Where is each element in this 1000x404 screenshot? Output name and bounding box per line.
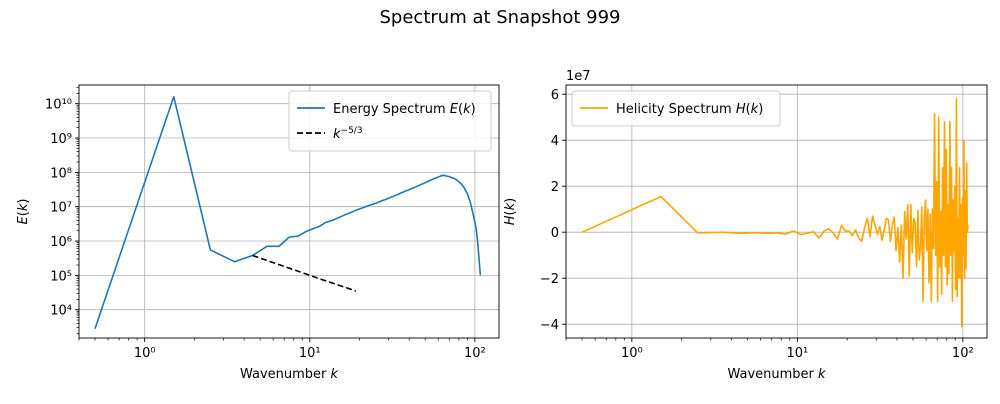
energy-axes-frame [78,84,500,339]
y-tick-label: 10⁴ [50,304,72,319]
legend-box [288,90,492,152]
y-tick-label: 10⁵ [50,269,72,284]
energy-series-group [94,95,482,329]
legend-box [571,90,781,127]
helicity-y-axis: −4 −2 0 2 4 6 [540,88,566,333]
y-tick-label: 6 [551,88,559,103]
energy-legend: Energy Spectrum E(k) k−5/3 [288,90,492,152]
energy-x-axis-label: Wavenumber k [240,367,339,382]
legend-label: Helicity Spectrum H(k) [616,102,763,117]
y-tick-label: 10⁷ [50,201,72,216]
energy-y-axis: 10⁴ 10⁵ 10⁶ 10⁷ 10⁸ 10⁹ 10¹⁰ [45,86,79,335]
y-tick-label: 4 [551,134,559,149]
helicity-offset-text: 1e7 [566,69,591,84]
x-tick-label: 10² [952,346,974,361]
figure-title: Spectrum at Snapshot 999 [380,7,621,28]
helicity-x-axis: 10⁰ 10¹ 10² [565,338,974,361]
y-tick-label: −4 [540,318,559,333]
y-tick-label: −2 [540,272,559,287]
energy-y-axis-label: E(k) [16,199,31,225]
helicity-series-group [581,98,969,328]
helicity-legend: Helicity Spectrum H(k) [571,90,781,127]
y-tick-label: 10⁶ [50,235,72,250]
y-tick-label: 10⁸ [50,166,72,181]
y-tick-label: 0 [551,226,559,241]
helicity-series-line-0 [581,98,969,328]
x-tick-label: 10⁰ [134,346,156,361]
x-tick-label: 10⁰ [621,346,643,361]
y-tick-label: 10¹⁰ [45,98,72,113]
energy-series-line-1 [252,254,357,292]
helicity-spectrum-chart: 10⁰ 10¹ 10² −4 −2 0 2 4 6 Wavenumber k H(k) 1e7 Heli… [503,69,988,382]
helicity-x-axis-label: Wavenumber k [727,367,826,382]
legend-label: Energy Spectrum E(k) [333,102,476,117]
x-tick-label: 10¹ [299,346,321,361]
y-tick-label: 10⁹ [50,132,72,147]
energy-series-line-0 [94,95,482,329]
energy-x-axis: 10⁰ 10¹ 10² [78,338,486,361]
helicity-y-axis-label: H(k) [503,198,518,225]
y-tick-label: 2 [551,180,559,195]
energy-spectrum-chart: 10⁰ 10¹ 10² 10⁴ 10⁵ 10⁶ 10⁷ 10⁸ 10⁹ 10¹⁰ Wavenumbe… [16,84,500,382]
x-tick-label: 10¹ [786,346,808,361]
helicity-axes-frame [565,84,988,339]
legend-label: k−5/3 [333,126,363,142]
x-tick-label: 10² [464,346,486,361]
